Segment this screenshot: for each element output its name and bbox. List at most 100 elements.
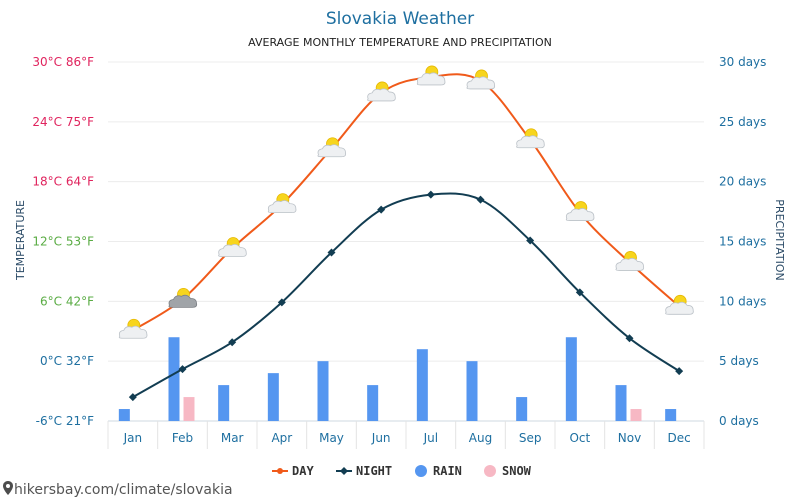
cloud-shape [118,325,148,339]
x-tick-label: May [319,431,344,445]
sun-cloud-icon [466,69,496,90]
cloud-shape [317,144,347,158]
sun-cloud-icon [565,201,595,221]
cloud-sun-rain-icon [168,287,198,308]
night-temperature-line [132,192,680,398]
watermark: hikersbay.com/climate/slovakia [14,482,233,498]
y2-tick-label: 25 days [719,115,766,129]
y-tick-label: 0°C 32°F [40,354,94,368]
cloud-shape [665,301,694,315]
sun-cloud-icon [317,137,347,158]
x-tick-label: Jul [423,431,438,445]
x-axis: Jan Feb Mar Apr May Jun Jul Aug Sep Oct Nov Dec [123,431,691,445]
rain-bar [665,409,677,421]
y2-tick-label: 0 days [719,414,759,428]
sun-cloud-icon [118,318,148,339]
weather-icons [118,65,694,339]
cloud-shape [516,135,545,149]
cloud-shape [615,257,645,271]
legend-label: RAIN [433,464,462,478]
y-axis-precipitation: 30 days 25 days 20 days 15 days 10 days 5 day… [719,55,766,428]
cloud-shape [267,200,297,214]
rain-bar [516,397,528,421]
y2-tick-label: 15 days [719,235,766,249]
legend-item-snow: SNOW [484,464,532,478]
y-axis-temperature: 30°C 86°F 24°C 75°F 18°C 64°F 12°C 53°F 6°C … [32,55,94,428]
x-tick-label: Dec [668,431,691,445]
temperature-lines [128,73,684,402]
day-temperature-line [132,73,680,332]
precipitation-bars [118,337,677,421]
y2-tick-label: 10 days [719,294,766,308]
night-point [327,248,336,257]
x-tick-label: Jun [371,431,391,445]
location-pin-icon [3,481,13,495]
sun-cloud-icon [267,193,297,214]
rain-bar [565,337,577,421]
sun-cloud-icon [516,128,545,149]
sun-cloud-icon [218,237,247,257]
y2-axis-title: PRECIPITATION [773,199,786,280]
night-point [426,190,435,199]
cloud-shape [218,243,247,257]
y-tick-label: -6°C 21°F [36,414,94,428]
legend-label: SNOW [502,464,532,478]
x-tick-label: Nov [618,431,641,445]
legend-item-rain: RAIN [415,464,462,478]
y2-tick-label: 5 days [719,354,759,368]
night-point [675,367,684,376]
night-point [575,288,584,297]
legend: DAY NIGHT RAIN SNOW [272,464,532,478]
legend-item-night: NIGHT [336,464,392,478]
y-tick-label: 24°C 75°F [32,115,94,129]
legend-label: DAY [292,464,314,478]
cloud-shape [367,88,396,102]
cloud-shape [466,76,496,90]
y-tick-label: 18°C 64°F [32,175,94,189]
rain-bar [416,349,428,421]
legend-marker-circle [415,465,427,477]
night-point [476,195,485,204]
rain-bar [615,385,627,421]
night-point [228,338,237,347]
legend-item-day: DAY [272,464,314,478]
rain-bar [218,385,230,421]
rain-bar [367,385,379,421]
cloud-shape [565,208,595,221]
chart-subtitle: AVERAGE MONTHLY TEMPERATURE AND PRECIPIT… [248,36,552,49]
sun-cloud-icon [665,294,694,315]
x-tick-label: Oct [569,431,590,445]
legend-marker-diamond [340,467,348,475]
sun-cloud-icon [615,251,645,271]
y2-tick-label: 20 days [719,175,766,189]
rain-bar [118,409,130,421]
cloud-shape [416,72,446,86]
legend-marker-circle [484,465,496,477]
gridlines [107,61,705,449]
cloud-shape [168,294,198,308]
rain-bar [466,361,478,421]
sun-cloud-icon [367,81,396,102]
rain-bar [168,337,180,421]
y-tick-label: 6°C 42°F [40,294,94,308]
legend-marker-dot [277,468,283,474]
footer: hikersbay.com/climate/slovakia [3,481,233,498]
night-point [178,365,187,374]
chart-title: Slovakia Weather [326,9,474,29]
x-tick-label: Aug [469,431,492,445]
rain-bar [317,361,329,421]
legend-label: NIGHT [356,464,392,478]
x-tick-label: Mar [221,431,244,445]
y-tick-label: 12°C 53°F [32,235,94,249]
snow-bar [630,409,642,421]
x-tick-label: Feb [172,431,193,445]
y-tick-label: 30°C 86°F [32,55,94,69]
x-tick-label: Sep [519,431,542,445]
night-point [377,205,386,214]
snow-bar [183,397,195,421]
x-tick-label: Jan [123,431,143,445]
night-point [526,236,535,245]
y2-tick-label: 30 days [719,55,766,69]
x-tick-label: Apr [271,431,292,445]
